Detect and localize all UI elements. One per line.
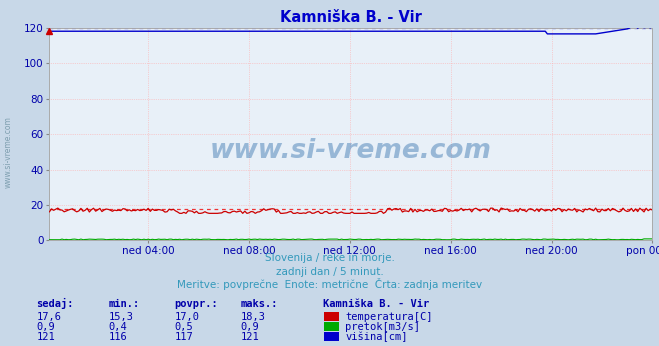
Text: 121: 121: [36, 332, 55, 342]
Text: 0,4: 0,4: [109, 322, 127, 332]
Text: temperatura[C]: temperatura[C]: [345, 312, 433, 322]
Text: Kamniška B. - Vir: Kamniška B. - Vir: [323, 299, 429, 309]
Text: pretok[m3/s]: pretok[m3/s]: [345, 322, 420, 332]
Text: 17,0: 17,0: [175, 312, 200, 322]
Text: sedaj:: sedaj:: [36, 298, 74, 309]
Text: 0,9: 0,9: [241, 322, 259, 332]
Text: Slovenija / reke in morje.: Slovenija / reke in morje.: [264, 253, 395, 263]
Text: 0,5: 0,5: [175, 322, 193, 332]
Text: 117: 117: [175, 332, 193, 342]
Text: 121: 121: [241, 332, 259, 342]
Text: 0,9: 0,9: [36, 322, 55, 332]
Text: Meritve: povprečne  Enote: metrične  Črta: zadnja meritev: Meritve: povprečne Enote: metrične Črta:…: [177, 278, 482, 290]
Text: 17,6: 17,6: [36, 312, 61, 322]
Text: maks.:: maks.:: [241, 299, 278, 309]
Text: www.si-vreme.com: www.si-vreme.com: [3, 116, 13, 188]
Text: www.si-vreme.com: www.si-vreme.com: [210, 138, 492, 164]
Text: višina[cm]: višina[cm]: [345, 331, 408, 342]
Text: 116: 116: [109, 332, 127, 342]
Text: povpr.:: povpr.:: [175, 299, 218, 309]
Text: 15,3: 15,3: [109, 312, 134, 322]
Text: zadnji dan / 5 minut.: zadnji dan / 5 minut.: [275, 267, 384, 277]
Text: min.:: min.:: [109, 299, 140, 309]
Title: Kamniška B. - Vir: Kamniška B. - Vir: [280, 10, 422, 25]
Text: 18,3: 18,3: [241, 312, 266, 322]
